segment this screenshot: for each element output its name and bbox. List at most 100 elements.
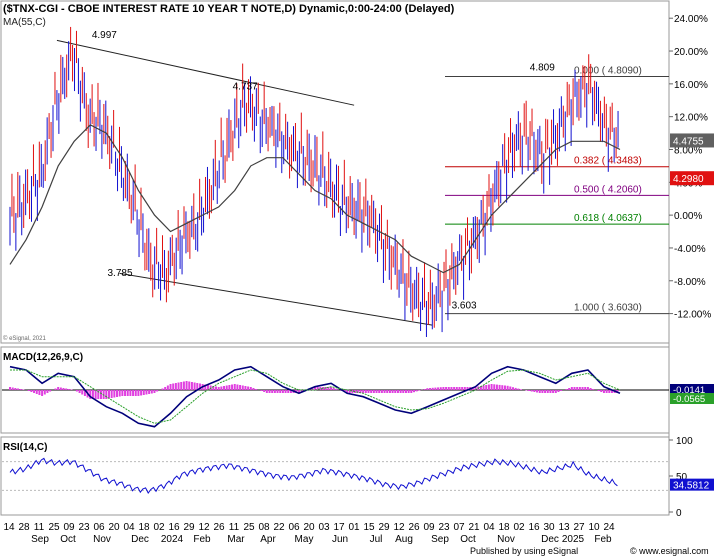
rsi-line xyxy=(9,457,618,494)
x-month-label: Dec xyxy=(541,534,559,545)
x-month-label: May xyxy=(295,534,314,545)
rsi-value-tag-label: 34.5812 xyxy=(673,481,710,492)
x-axis: 14 28 11 25 09 23 06 20 04 18 02 16 29 12 26 11 25 08 22 06… xyxy=(3,522,615,545)
x-day-tick: 17 xyxy=(333,522,345,533)
publisher-note: Published by using eSignal xyxy=(470,546,578,556)
x-day-tick: 04 xyxy=(483,522,495,533)
x-day-tick: 29 xyxy=(183,522,195,533)
x-month-label: Sep xyxy=(431,534,449,545)
x-day-tick: 20 xyxy=(303,522,315,533)
rsi-ytick-label: 0 xyxy=(676,508,682,519)
x-day-tick: 16 xyxy=(168,522,180,533)
macd-value-tag-label: -0.0141 xyxy=(673,385,705,396)
x-day-tick: 23 xyxy=(78,522,90,533)
swing-label: 4.809 xyxy=(530,63,555,74)
x-day-tick: 21 xyxy=(468,522,480,533)
price-ytick-label: 12.00% xyxy=(674,113,708,124)
macd-signal-line xyxy=(10,369,621,424)
x-day-tick: 01 xyxy=(348,522,360,533)
x-day-tick: 24 xyxy=(603,522,615,533)
x-day-tick: 22 xyxy=(273,522,285,533)
price-ytick-label: -4.00% xyxy=(674,244,706,255)
x-month-label: Apr xyxy=(260,534,276,545)
x-day-tick: 06 xyxy=(288,522,300,533)
rsi-panel-frame xyxy=(0,436,670,516)
macd-title: MACD(12,26,9,C) xyxy=(3,352,83,363)
x-month-label: Nov xyxy=(497,534,515,545)
x-month-label: Mar xyxy=(227,534,245,545)
fib-level-label: 0.500 ( 4.2060) xyxy=(574,184,642,195)
macd-value-tag-label: -0.0565 xyxy=(673,394,705,405)
trendline xyxy=(56,39,355,106)
price-ytick-label: 16.00% xyxy=(674,80,708,91)
x-day-tick: 28 xyxy=(18,522,30,533)
price-ytick-label: 24.00% xyxy=(674,14,708,25)
x-month-label: Jul xyxy=(370,534,383,545)
x-day-tick: 18 xyxy=(138,522,150,533)
x-month-label: Oct xyxy=(460,534,476,545)
x-day-tick: 20 xyxy=(108,522,120,533)
x-month-label: Feb xyxy=(193,534,211,545)
price-value-tag-label: 4.2980 xyxy=(673,174,704,185)
chart-title: ($TNX-CGI - CBOE INTEREST RATE 10 YEAR T… xyxy=(3,3,455,15)
x-month-label: Nov xyxy=(93,534,111,545)
price-value-tag xyxy=(670,171,714,186)
swing-label: 3.603 xyxy=(452,301,477,312)
fib-level-label: 0.000 ( 4.8090) xyxy=(574,65,642,76)
x-day-tick: 12 xyxy=(198,522,210,533)
x-day-tick: 16 xyxy=(528,522,540,533)
x-day-tick: 29 xyxy=(378,522,390,533)
x-day-tick: 15 xyxy=(363,522,375,533)
x-day-tick: 03 xyxy=(318,522,330,533)
x-day-tick: 02 xyxy=(513,522,525,533)
x-month-label: Oct xyxy=(60,534,76,545)
swing-label: 3.785 xyxy=(107,268,132,279)
x-month-label: Jun xyxy=(332,534,348,545)
x-day-tick: 08 xyxy=(258,522,270,533)
x-day-tick: 09 xyxy=(423,522,435,533)
macd-value-tag xyxy=(670,384,714,395)
price-ytick-label: 20.00% xyxy=(674,47,708,58)
rsi-title: RSI(14,C) xyxy=(3,442,47,453)
fib-level-label: 0.618 ( 4.0637) xyxy=(574,213,642,224)
price-ytick-label: -12.00% xyxy=(674,310,711,321)
price-panel-frame xyxy=(0,0,670,344)
swing-label: 4.737 xyxy=(233,82,258,93)
rsi-ytick-label: 100 xyxy=(676,436,693,447)
x-day-tick: 14 xyxy=(3,522,15,533)
price-ytick-label: -8.00% xyxy=(674,277,706,288)
x-month-label: 2024 xyxy=(161,534,184,545)
x-day-tick: 10 xyxy=(588,522,600,533)
x-day-tick: 09 xyxy=(63,522,75,533)
x-day-tick: 25 xyxy=(48,522,60,533)
x-day-tick: 06 xyxy=(93,522,105,533)
swing-label: 4.997 xyxy=(92,30,117,41)
fib-level-label: 1.000 ( 3.6030) xyxy=(574,303,642,314)
x-day-tick: 23 xyxy=(438,522,450,533)
ma-line xyxy=(9,124,621,274)
x-day-tick: 11 xyxy=(229,522,240,533)
price-ytick-label: 0.00% xyxy=(674,211,702,222)
rsi-ytick-label: 50 xyxy=(676,472,688,483)
x-day-tick: 04 xyxy=(123,522,135,533)
rsi-panel: 100 50 0 34.5812 xyxy=(2,436,714,519)
ma-legend: MA(55,C) xyxy=(3,17,46,28)
x-month-label: Feb xyxy=(594,534,612,545)
trendline xyxy=(119,272,433,326)
x-day-tick: 12 xyxy=(393,522,405,533)
macd-line xyxy=(9,365,621,428)
x-month-label: Aug xyxy=(395,534,413,545)
x-month-label: Sep xyxy=(31,534,49,545)
watermark: © eSignal, 2021 xyxy=(3,335,46,342)
price-value-tag xyxy=(670,133,714,148)
x-day-tick: 26 xyxy=(213,522,225,533)
site-note: © www.esignal.com xyxy=(630,546,709,556)
price-panel: 24.00%20.00%16.00%12.00%8.00%4.00%0.00%-… xyxy=(9,14,714,337)
macd-value-tag xyxy=(670,393,714,404)
x-day-tick: 27 xyxy=(573,522,585,533)
x-day-tick: 30 xyxy=(543,522,555,533)
x-day-tick: 11 xyxy=(34,522,45,533)
x-month-label: Dec xyxy=(131,534,149,545)
price-ytick-label: 8.00% xyxy=(674,145,702,156)
